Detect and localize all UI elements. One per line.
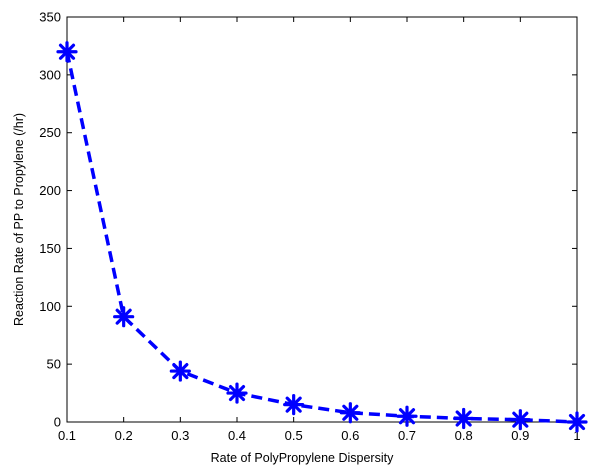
data-point-marker [453, 407, 475, 430]
series-layer [56, 41, 588, 433]
y-tick-label: 200 [39, 183, 61, 198]
series-line [65, 51, 578, 424]
axes-frame [66, 16, 578, 423]
x-tick-label: 0.8 [455, 428, 473, 443]
x-tick-label: 0.6 [341, 428, 359, 443]
data-point-marker [56, 41, 78, 63]
y-tick-label: 100 [39, 299, 61, 314]
data-point-marker [339, 402, 361, 424]
y-tick-label: 350 [39, 10, 61, 25]
data-point-marker [396, 405, 418, 427]
x-tick-label: 0.5 [285, 428, 303, 443]
data-point-marker [226, 382, 248, 404]
series-1 [56, 41, 588, 433]
y-tick-label: 300 [39, 67, 61, 82]
data-point-marker [169, 360, 191, 382]
x-tick-label: 0.3 [171, 428, 189, 443]
y-axis-label: Reaction Rate of PP to Propylene (/hr) [12, 113, 26, 326]
x-tick-label: 0.9 [511, 428, 529, 443]
x-tick-label: 1 [573, 428, 580, 443]
data-point-marker [113, 306, 135, 328]
data-point-marker [283, 394, 305, 416]
x-tick-label: 0.1 [58, 428, 76, 443]
y-tick-label: 0 [54, 415, 61, 430]
plot-area-box [66, 16, 578, 423]
x-tick-label: 0.2 [115, 428, 133, 443]
x-tick-label: 0.4 [228, 428, 246, 443]
y-tick-label: 250 [39, 125, 61, 140]
data-point-marker [509, 409, 531, 431]
y-tick-label: 150 [39, 241, 61, 256]
y-tick-label: 50 [47, 357, 61, 372]
y-axis-ticks: 0 50 100 150 200 250 300 350 [39, 10, 577, 430]
data-point-marker [566, 411, 588, 433]
x-tick-label: 0.7 [398, 428, 416, 443]
x-axis-label: Rate of PolyPropylene Dispersity [211, 451, 394, 465]
